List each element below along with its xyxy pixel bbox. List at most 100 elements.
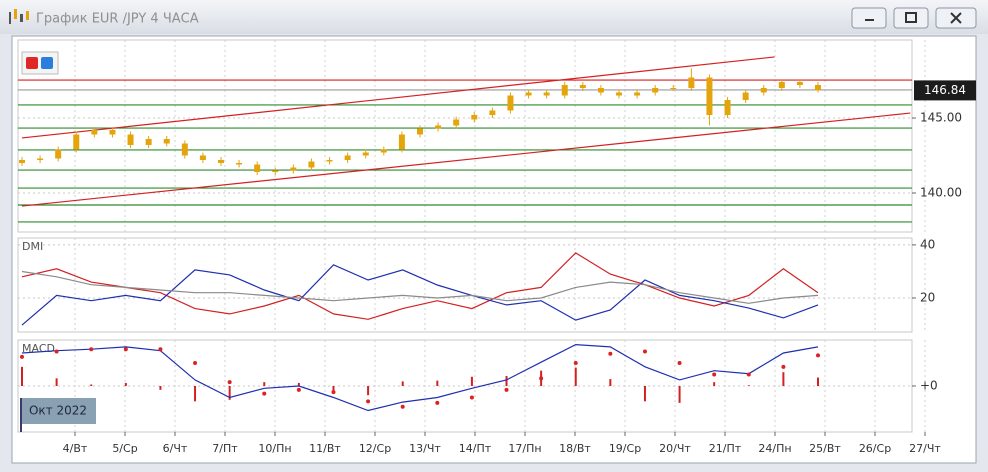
candle-body	[272, 170, 279, 172]
x-tick-label: 12/Ср	[359, 442, 391, 455]
candle-body	[308, 161, 315, 168]
x-tick-label: 13/Чт	[409, 442, 441, 455]
x-tick-label: 27/Чт	[909, 442, 941, 455]
candle-body	[290, 167, 297, 171]
candle-body	[597, 88, 604, 93]
histogram-bar	[124, 382, 127, 386]
candle-body	[543, 92, 550, 96]
candle-body	[398, 134, 405, 150]
candle-body	[37, 158, 44, 160]
candle-body	[453, 119, 460, 126]
candle-body	[236, 163, 243, 165]
signal-dot	[193, 361, 198, 365]
last-price-box	[914, 80, 976, 101]
y-tick-label: 20	[920, 291, 935, 305]
histogram-bar	[263, 382, 266, 386]
candle-body	[670, 88, 677, 89]
signal-dot	[20, 354, 24, 359]
signal-dot	[158, 347, 163, 352]
x-tick-label: 26/Ср	[859, 442, 891, 455]
histogram-bar	[401, 381, 404, 386]
window-buttons[interactable]	[851, 7, 977, 29]
signal-dot	[469, 395, 474, 400]
histogram-bar	[228, 386, 231, 400]
macd-line	[21, 343, 819, 412]
dmi-line	[21, 270, 819, 304]
panel-title: DMI	[22, 240, 43, 253]
x-tick-label: 17/Пн	[508, 442, 541, 455]
x-tick-label: 4/Вт	[63, 442, 88, 455]
period-marker	[20, 398, 22, 432]
window-title: График EUR /JPY 4 ЧАСА	[36, 12, 199, 27]
y-tick-label: 140.00	[920, 186, 962, 200]
signal-dot	[642, 349, 647, 354]
signal-dot	[435, 400, 440, 405]
dmi-line	[21, 264, 819, 326]
window-icon	[9, 9, 29, 24]
histogram-bar	[470, 376, 473, 386]
x-tick-label: 14/Пт	[459, 442, 492, 455]
histogram-bar	[747, 385, 750, 386]
histogram-bar	[332, 386, 335, 391]
x-tick-label: 18/Вт	[559, 442, 591, 455]
trend-line	[21, 112, 911, 207]
candle-body	[199, 155, 206, 160]
x-tick-label: 20/Чт	[659, 442, 691, 455]
signal-dot	[816, 353, 820, 358]
toggle-blue	[41, 57, 53, 69]
signal-dot	[227, 380, 232, 385]
x-tick-label: 6/Чт	[163, 442, 188, 455]
candle-body	[616, 92, 622, 96]
histogram-bar	[574, 367, 577, 386]
signal-dot	[366, 399, 371, 404]
candle-body	[561, 85, 568, 96]
histogram-bar	[643, 386, 646, 402]
histogram-bar	[817, 377, 819, 386]
candle-body	[652, 88, 659, 93]
minimize-icon	[865, 19, 874, 21]
trend-line	[21, 56, 775, 139]
histogram-bar	[678, 386, 681, 403]
dmi-panel	[17, 237, 913, 333]
chart-toggle[interactable]	[21, 51, 59, 75]
y-tick-label: 40	[920, 237, 935, 251]
x-tick-label: 5/Ср	[112, 442, 137, 455]
last-price-label: 146.84	[924, 83, 966, 97]
signal-dot	[54, 349, 59, 354]
candle-body	[724, 100, 731, 115]
candle-body	[815, 85, 821, 91]
toggle-red	[26, 57, 38, 69]
signal-dot	[504, 387, 509, 392]
candle-body	[73, 134, 80, 150]
candle-body	[742, 92, 749, 100]
signal-dot	[746, 372, 751, 377]
x-tick-label: 7/Пт	[212, 442, 238, 455]
histogram-bar	[90, 384, 93, 386]
histogram-bar	[297, 382, 300, 386]
signal-dot	[712, 372, 717, 377]
signal-dot	[296, 387, 301, 392]
price-panel	[17, 39, 913, 233]
x-tick-label: 21/Пт	[709, 442, 742, 455]
signal-dot	[89, 347, 94, 352]
candle-body	[796, 82, 803, 85]
candle-body	[19, 160, 25, 163]
candle-body	[760, 88, 767, 93]
maximize-button[interactable]	[893, 7, 929, 29]
y-tick-label: 145.00	[920, 111, 962, 125]
signal-dot	[573, 361, 578, 365]
minimize-button[interactable]	[851, 7, 887, 29]
maximize-icon	[905, 12, 917, 23]
candle-body	[435, 125, 442, 129]
chart-area	[11, 35, 977, 464]
period-label: Окт 2022	[29, 404, 87, 418]
histogram-bar	[436, 380, 439, 386]
close-icon	[950, 12, 962, 24]
candle-body	[706, 77, 713, 115]
candle-body	[181, 143, 188, 156]
signal-dot	[539, 376, 544, 381]
candle-body	[634, 92, 641, 96]
signal-dot	[781, 364, 786, 369]
